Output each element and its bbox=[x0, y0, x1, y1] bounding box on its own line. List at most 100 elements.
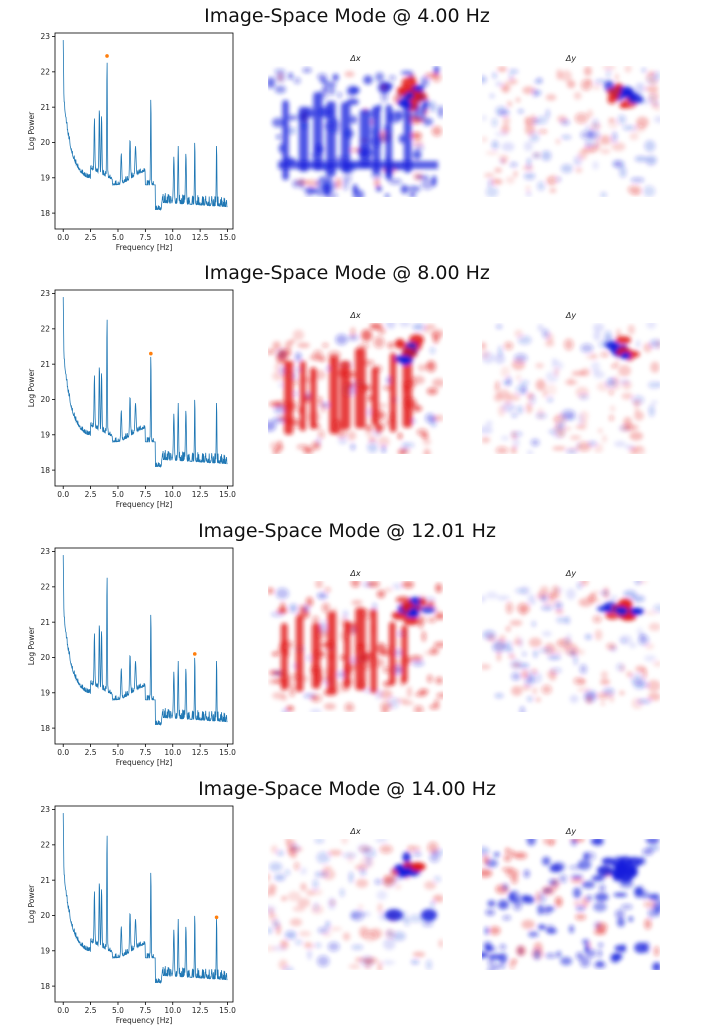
heatmap-blob bbox=[498, 952, 508, 964]
heatmap-blob bbox=[505, 602, 513, 614]
heatmap-blob bbox=[542, 328, 550, 339]
chart-panel: Image-Space Mode @ 12.01 Hz 0.0 2.5 5.0 7.5 1… bbox=[27, 520, 660, 767]
heatmap-blob bbox=[268, 77, 276, 89]
heatmap-blob bbox=[515, 634, 520, 642]
heatmap-blob bbox=[305, 596, 314, 607]
heatmap-blob bbox=[600, 192, 607, 197]
x-axis-label: Frequency [Hz] bbox=[116, 758, 173, 767]
x-tick-label: 5.0 bbox=[112, 490, 124, 499]
heatmap-blob bbox=[545, 670, 558, 678]
heatmap-blob bbox=[296, 444, 310, 450]
x-axis-label: Frequency [Hz] bbox=[116, 500, 173, 509]
panel-title: Image-Space Mode @ 8.00 Hz bbox=[204, 262, 490, 284]
heatmap-blob bbox=[610, 405, 616, 413]
heatmap-blob bbox=[646, 323, 657, 330]
heatmap-cluster bbox=[608, 342, 619, 353]
heatmap-blob bbox=[546, 176, 555, 186]
heatmap-blob bbox=[531, 668, 538, 674]
y-tick-label: 20 bbox=[40, 138, 50, 147]
heatmap-blob bbox=[565, 588, 576, 600]
heatmap-blob bbox=[487, 956, 496, 968]
heatmap-blob bbox=[348, 871, 354, 884]
heatmap-stroke bbox=[355, 348, 366, 429]
heatmap-blob bbox=[636, 116, 649, 128]
heatmap-cluster bbox=[420, 606, 436, 614]
heatmap-blob bbox=[606, 643, 616, 650]
x-axis-label: Frequency [Hz] bbox=[116, 1016, 173, 1025]
heatmap-blob bbox=[394, 883, 402, 890]
heatmap-blob bbox=[556, 951, 562, 958]
heatmap-blob bbox=[431, 125, 443, 137]
spectrum-line bbox=[62, 813, 228, 985]
heatmap-blob bbox=[650, 361, 660, 373]
heatmap-blob bbox=[569, 434, 581, 441]
heatmap-blob bbox=[305, 889, 316, 897]
panel-title: Image-Space Mode @ 14.00 Hz bbox=[198, 778, 496, 800]
heatmap-blob bbox=[592, 615, 602, 623]
heatmap-blob bbox=[388, 75, 396, 81]
heatmap-blob bbox=[363, 75, 373, 85]
heatmap-blob bbox=[271, 651, 279, 656]
heatmap-blob bbox=[516, 945, 526, 957]
heatmap bbox=[482, 581, 660, 712]
heatmap-stroke bbox=[282, 100, 289, 181]
heatmap-blob bbox=[482, 425, 493, 435]
plot-frame bbox=[54, 289, 234, 487]
heatmap-blob bbox=[619, 634, 633, 645]
heatmap-blob bbox=[643, 610, 658, 616]
heatmap-blob bbox=[635, 339, 641, 349]
heatmap-blob bbox=[518, 636, 523, 649]
heatmap-blob bbox=[597, 428, 603, 434]
heatmap-blob bbox=[555, 609, 564, 614]
x-tick-label: 15.0 bbox=[219, 490, 236, 499]
heatmap-blob bbox=[545, 108, 550, 119]
heatmap-blob bbox=[366, 408, 372, 417]
heatmap-blob bbox=[485, 591, 498, 599]
x-tick-label: 2.5 bbox=[85, 748, 97, 757]
heatmap-blob bbox=[634, 942, 648, 954]
heatmap-blob bbox=[493, 964, 506, 969]
heatmap-blob bbox=[503, 641, 513, 652]
heatmap-blob bbox=[494, 693, 504, 699]
heatmap-blob bbox=[349, 148, 364, 153]
heatmap-stroke bbox=[295, 615, 304, 692]
heatmap-blob bbox=[492, 640, 506, 653]
heatmap-blob bbox=[348, 963, 361, 970]
heatmap-blob bbox=[503, 854, 512, 862]
heatmap-blob bbox=[579, 394, 589, 400]
heatmap-stroke bbox=[402, 349, 413, 428]
heatmap-blob bbox=[376, 590, 386, 599]
heatmap-blob bbox=[631, 595, 645, 603]
heatmap-blob bbox=[545, 953, 557, 959]
heatmap-blob bbox=[350, 911, 359, 920]
heatmap-blob bbox=[505, 79, 519, 85]
heatmap-blob bbox=[417, 364, 427, 372]
heatmap-blob bbox=[606, 69, 611, 78]
heatmap-blob bbox=[485, 909, 496, 916]
heatmap-blob bbox=[531, 672, 543, 684]
heatmap-blob bbox=[493, 393, 504, 402]
heatmap-blob bbox=[388, 697, 400, 709]
heatmap-blob bbox=[553, 648, 564, 655]
heatmap-blob bbox=[497, 899, 509, 910]
y-tick-label: 19 bbox=[40, 430, 50, 439]
heatmap-blob bbox=[608, 595, 619, 602]
heatmap-blob bbox=[268, 905, 276, 913]
heatmap-blob bbox=[346, 85, 359, 96]
heatmap-blob bbox=[293, 391, 298, 396]
heatmap-blob bbox=[603, 587, 610, 599]
heatmap-blob bbox=[551, 879, 560, 890]
heatmap-blob bbox=[530, 394, 536, 405]
heatmap-blob bbox=[642, 848, 654, 856]
heatmap-blob bbox=[602, 66, 616, 71]
heatmap-blob bbox=[429, 647, 439, 655]
heatmap-blob bbox=[268, 420, 276, 432]
heatmap-blob bbox=[487, 966, 498, 970]
heatmap-cluster bbox=[394, 338, 405, 349]
heatmap-blob bbox=[598, 884, 606, 892]
heatmap-blob bbox=[354, 864, 367, 871]
heatmap-blob bbox=[564, 643, 579, 656]
heatmap-blob bbox=[411, 660, 425, 667]
heatmap-blob bbox=[400, 70, 412, 76]
heatmap-stroke bbox=[329, 355, 339, 434]
